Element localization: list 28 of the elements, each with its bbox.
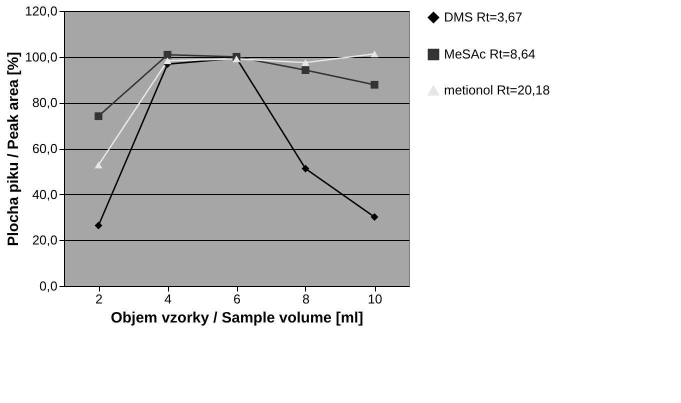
y-axis-title: Plocha piku / Peak area [%] [4,52,22,246]
y-tick-label: 120,0 [24,4,58,18]
legend-label: MeSAc Rt=8,64 [444,46,536,62]
x-axis-title: Objem vzorky / Sample volume [ml] [110,310,364,326]
point [164,50,172,59]
point [302,66,310,74]
point [164,57,172,64]
point [94,112,102,120]
x-tick-label: 6 [233,292,241,306]
x-tick-label: 4 [164,292,172,306]
point [94,222,102,230]
point [302,59,310,66]
y-tick-label: 100,0 [24,49,58,64]
point [370,50,378,58]
x-tick-label: 8 [302,292,310,306]
point [302,164,310,173]
x-tick-label: 2 [95,292,103,306]
y-tick-label: 0,0 [39,278,58,294]
point [370,80,378,89]
x-tick-label: 10 [368,292,382,306]
y-tick-label: 40,0 [32,186,58,202]
y-tick-label: 80,0 [32,95,58,110]
point [370,213,378,221]
legend-label: DMS Rt=3,67 [444,10,522,24]
point [94,162,102,168]
y-tick-label: 20,0 [32,232,58,248]
y-tick-label: 60,0 [32,141,58,156]
legend-label: metionol Rt=20,18 [444,82,550,98]
